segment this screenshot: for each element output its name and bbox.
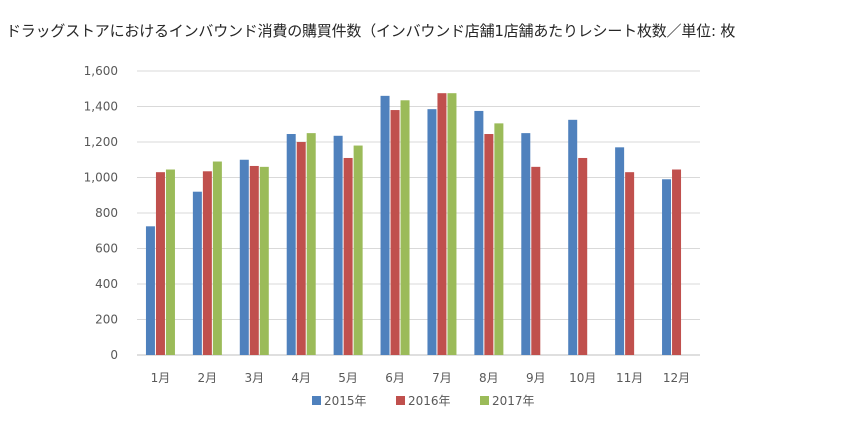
x-tick-label: 5月 [338, 371, 358, 385]
y-axis-ticks: 0 200 400 600 800 1,000 1,200 1,400 1,600 [84, 64, 118, 362]
legend-swatch [312, 396, 321, 405]
x-tick-label: 4月 [291, 371, 311, 385]
bars [145, 93, 682, 355]
y-tick-label: 1,400 [84, 100, 118, 114]
x-tick-label: 12月 [663, 371, 690, 385]
y-tick-label: 400 [95, 277, 118, 291]
x-tick-label: 3月 [244, 371, 264, 385]
x-tick-label: 1月 [151, 371, 171, 385]
bar-2015年-12月 [662, 179, 672, 355]
gridlines [137, 70, 700, 356]
bar-2015年-11月 [615, 147, 625, 355]
x-tick-label: 10月 [569, 371, 596, 385]
bar-2015年-5月 [333, 135, 343, 355]
bar-2015年-6月 [380, 95, 390, 355]
bar-2016年-12月 [672, 169, 682, 355]
bar-2015年-9月 [521, 133, 531, 355]
bar-2016年-3月 [249, 165, 259, 355]
bar-2016年-1月 [155, 172, 165, 355]
bar-2017年-5月 [353, 145, 363, 355]
bar-2015年-2月 [192, 191, 202, 355]
y-tick-label: 1,200 [84, 135, 118, 149]
x-tick-label: 6月 [385, 371, 405, 385]
legend-label: 2017年 [492, 394, 535, 408]
bar-2016年-4月 [296, 142, 306, 355]
bar-2016年-2月 [202, 171, 212, 355]
y-tick-label: 0 [110, 348, 118, 362]
bar-2016年-11月 [625, 172, 635, 355]
bar-2016年-8月 [484, 134, 494, 355]
bar-2016年-10月 [578, 157, 588, 355]
legend-label: 2016年 [408, 394, 451, 408]
y-tick-label: 1,600 [84, 64, 118, 78]
x-axis-ticks: 1月 2月 3月 4月 5月 6月 7月 8月 9月 10月 11月 12月 [151, 371, 691, 385]
bar-2017年-2月 [212, 161, 222, 355]
bar-2015年-3月 [239, 159, 249, 355]
bar-2017年-7月 [447, 93, 457, 355]
x-tick-label: 8月 [479, 371, 499, 385]
x-tick-label: 7月 [432, 371, 452, 385]
bar-2017年-6月 [400, 100, 410, 355]
x-tick-label: 2月 [198, 371, 218, 385]
bar-2015年-8月 [474, 110, 484, 355]
bar-2016年-5月 [343, 157, 353, 355]
y-tick-label: 600 [95, 242, 118, 256]
y-tick-label: 1,000 [84, 171, 118, 185]
bar-2017年-4月 [306, 133, 316, 355]
bar-2017年-1月 [165, 169, 175, 355]
bar-2016年-7月 [437, 93, 447, 355]
bar-2017年-3月 [259, 166, 269, 355]
chart-title: ドラッグストアにおけるインバウンド消費の購買件数（インバウンド店舗1店舗あたりレ… [6, 22, 736, 40]
legend: 2015年 2016年 2017年 [312, 394, 535, 408]
x-tick-label: 9月 [526, 371, 546, 385]
y-tick-label: 800 [95, 206, 118, 220]
legend-swatch [396, 396, 405, 405]
legend-label: 2015年 [324, 394, 367, 408]
x-tick-label: 11月 [616, 371, 643, 385]
legend-swatch [480, 396, 489, 405]
bar-2017年-8月 [494, 123, 504, 355]
bar-2016年-6月 [390, 110, 400, 355]
bar-2015年-10月 [568, 119, 578, 355]
y-tick-label: 200 [95, 313, 118, 327]
bar-2015年-4月 [286, 134, 296, 355]
bar-2015年-7月 [427, 109, 437, 355]
bar-2016年-9月 [531, 166, 541, 355]
bar-2015年-1月 [145, 226, 155, 355]
